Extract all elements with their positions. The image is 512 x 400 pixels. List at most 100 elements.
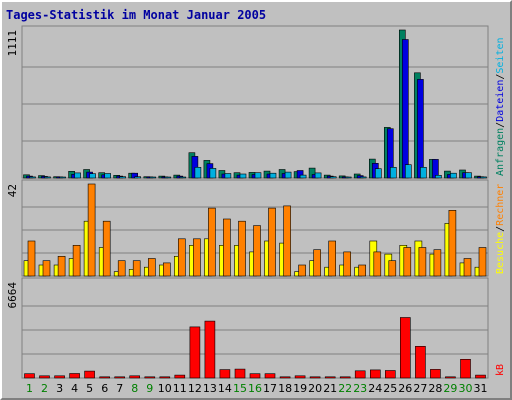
legend-middle: Besuche/Rechner: [495, 184, 506, 274]
bar-rechner-day-16: [253, 225, 261, 277]
x-tick-label-day-12: 12: [188, 382, 202, 395]
bar-seiten-day-10: [164, 176, 172, 179]
x-tick-label-day-2: 2: [41, 382, 48, 395]
x-tick-label-day-27: 27: [413, 382, 427, 395]
bar-kb-day-29: [445, 376, 456, 379]
bar-rechner-day-17: [268, 207, 276, 277]
x-tick-label-day-20: 20: [308, 382, 322, 395]
bar-seiten-day-11: [179, 176, 187, 179]
bar-rechner-day-7: [117, 260, 126, 277]
bar-rechner-day-25: [388, 260, 397, 277]
bar-seiten-day-29: [450, 172, 457, 179]
bar-rechner-day-14: [223, 218, 231, 277]
bar-seiten-day-21: [329, 176, 337, 179]
x-tick-label-day-13: 13: [203, 382, 217, 395]
x-tick-label-day-5: 5: [86, 382, 93, 395]
bar-kb-day-8: [129, 375, 140, 379]
bar-seiten-day-13: [209, 168, 217, 179]
bar-kb-day-4: [69, 373, 80, 379]
bar-kb-day-10: [159, 376, 171, 379]
bar-kb-day-23: [354, 370, 366, 379]
x-tick-label-day-16: 16: [248, 382, 262, 395]
bar-kb-day-17: [264, 373, 276, 379]
bar-rechner-day-11: [178, 238, 186, 277]
bar-rechner-day-15: [238, 220, 246, 277]
x-tick-label-day-10: 10: [158, 382, 172, 395]
chart-title: Tages-Statistik im Monat Januar 2005: [6, 8, 266, 22]
y-max-label-besuche: 42: [6, 184, 19, 197]
bar-kb-day-2: [39, 375, 50, 379]
bar-rechner-day-8: [132, 260, 141, 277]
panel-besuche: [21, 179, 489, 277]
legend-bottom: kB: [495, 364, 506, 376]
bar-rechner-day-22: [343, 251, 352, 277]
bar-seiten-day-4: [74, 172, 81, 179]
legend-item-seiten: Seiten: [495, 37, 506, 73]
bar-rechner-day-30: [463, 258, 472, 277]
bar-kb-day-19: [294, 375, 306, 379]
x-tick-label-day-31: 31: [474, 382, 488, 395]
bar-seiten-day-12: [194, 167, 202, 179]
bar-seiten-day-25: [389, 167, 397, 179]
bar-seiten-day-30: [465, 172, 472, 179]
bar-kb-day-18: [279, 376, 291, 379]
bar-kb-day-27: [415, 345, 426, 379]
x-tick-label-day-22: 22: [338, 382, 352, 395]
bar-kb-day-22: [339, 376, 351, 379]
bar-seiten-day-26: [404, 164, 412, 179]
bar-kb-day-6: [99, 376, 110, 379]
bar-seiten-day-1: [29, 176, 36, 179]
bar-seiten-day-2: [44, 176, 51, 179]
x-tick-label-day-11: 11: [173, 382, 187, 395]
bar-kb-day-12: [189, 326, 201, 379]
bar-seiten-day-7: [119, 176, 126, 179]
bar-rechner-day-19: [298, 264, 306, 277]
bar-seiten-day-24: [374, 168, 382, 179]
x-tick-label-day-21: 21: [323, 382, 337, 395]
legend-top: Anfragen/Dateien/Seiten: [495, 37, 506, 176]
bar-kb-day-13: [204, 320, 216, 379]
panel-anfragen: [21, 25, 489, 179]
x-tick-label-day-19: 19: [293, 382, 307, 395]
legend-item-rechner: Rechner: [495, 184, 506, 226]
bar-kb-day-26: [399, 317, 411, 379]
x-tick-label-day-8: 8: [131, 382, 138, 395]
bar-kb-day-3: [54, 375, 65, 379]
bar-rechner-day-13: [208, 207, 216, 277]
bar-rechner-day-23: [358, 264, 367, 277]
bar-seiten-day-28: [435, 175, 442, 179]
bar-kb-day-9: [144, 376, 156, 379]
x-tick-label-day-25: 25: [383, 382, 397, 395]
bar-seiten-day-27: [420, 167, 427, 179]
bar-seiten-day-5: [89, 173, 96, 179]
bar-seiten-day-6: [104, 173, 111, 179]
bar-kb-day-1: [24, 373, 35, 379]
bar-seiten-day-8: [134, 176, 141, 179]
x-tick-label-day-28: 28: [428, 382, 442, 395]
bar-rechner-day-28: [433, 249, 442, 277]
bar-seiten-day-14: [224, 173, 232, 179]
bar-seiten-day-9: [149, 176, 157, 179]
bar-rechner-day-2: [42, 260, 51, 277]
bar-rechner-day-29: [448, 210, 457, 277]
legend-separator: /: [495, 122, 506, 128]
bar-rechner-day-21: [328, 240, 337, 277]
bar-kb-day-30: [460, 358, 471, 379]
x-tick-label-day-26: 26: [398, 382, 412, 395]
bar-rechner-day-27: [418, 247, 427, 277]
x-tick-label-day-1: 1: [26, 382, 33, 395]
bar-kb-day-24: [369, 369, 381, 379]
x-tick-label-day-3: 3: [56, 382, 63, 395]
legend-item-dateien: Dateien: [495, 80, 506, 122]
bar-rechner-day-31: [478, 247, 487, 277]
x-tick-label-day-29: 29: [443, 382, 457, 395]
legend-item-kb: kB: [495, 364, 506, 376]
bar-rechner-day-3: [57, 255, 66, 277]
legend-separator: /: [495, 226, 506, 232]
panel-background: [21, 25, 489, 179]
bar-rechner-day-20: [313, 249, 321, 277]
bar-rechner-day-9: [148, 258, 156, 277]
bar-seiten-day-20: [314, 172, 322, 179]
bar-dateien-day-26: [401, 39, 409, 179]
bar-kb-day-7: [114, 376, 125, 379]
